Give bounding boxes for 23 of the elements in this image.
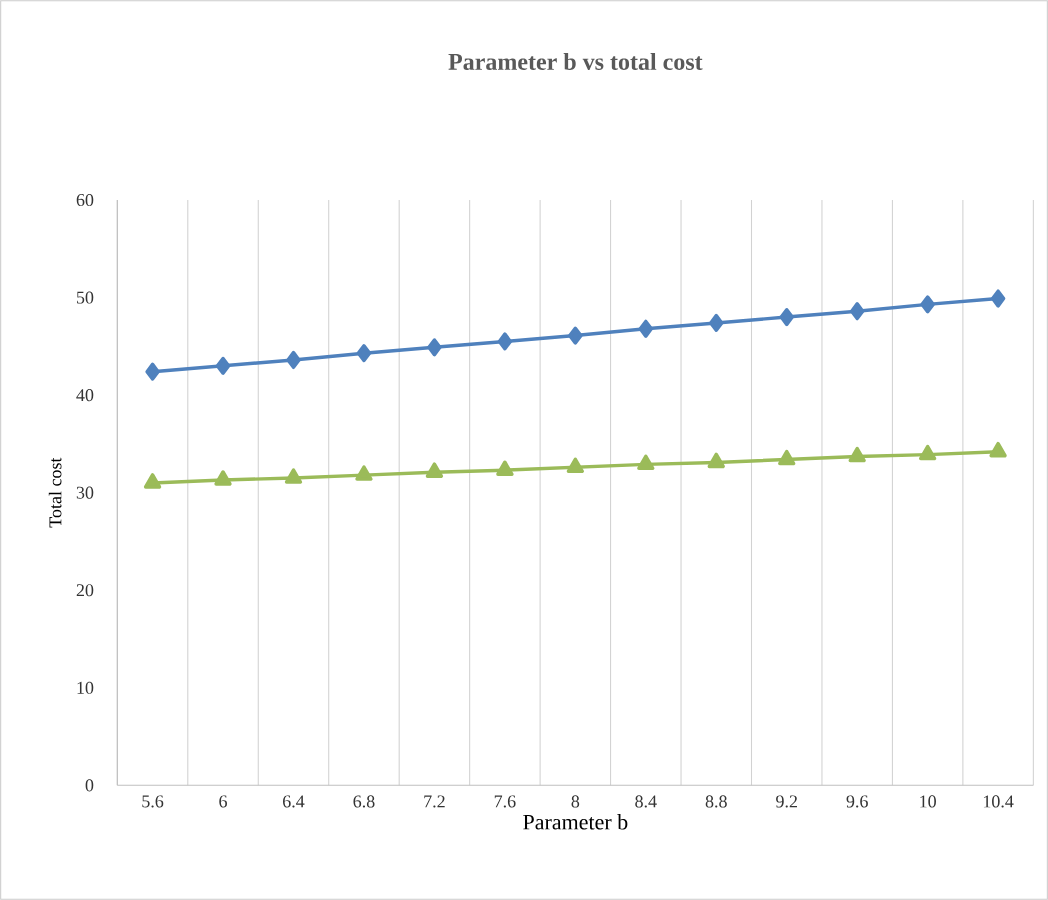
x-axis-title: Parameter b bbox=[523, 814, 628, 830]
x-tick-label: 7.2 bbox=[424, 795, 445, 808]
y-tick-label: 40 bbox=[76, 389, 94, 402]
x-tick-label: 8.8 bbox=[705, 795, 727, 808]
y-tick-label: 30 bbox=[76, 486, 94, 499]
y-tick-label: 50 bbox=[77, 291, 94, 304]
y-tick-label: 10 bbox=[77, 681, 94, 694]
x-tick-label: 9.6 bbox=[846, 795, 868, 808]
x-tick-label: 6.8 bbox=[353, 795, 375, 808]
y-tick-label: 20 bbox=[76, 584, 94, 597]
x-tick-label: 9.2 bbox=[776, 795, 797, 808]
x-tick-label: 7.6 bbox=[494, 795, 516, 808]
x-tick-label: 10 bbox=[920, 795, 936, 808]
x-tick-label: 6 bbox=[219, 795, 227, 808]
x-tick-label: 8.4 bbox=[635, 795, 657, 808]
y-tick-label: 60 bbox=[76, 193, 94, 207]
y-axis-title: Total cost bbox=[48, 457, 62, 528]
chart-title: Parameter b vs total cost bbox=[448, 53, 703, 70]
x-tick-label: 10.4 bbox=[983, 795, 1014, 808]
x-tick-label: 6.4 bbox=[283, 795, 305, 808]
x-tick-label: 5.6 bbox=[142, 795, 164, 808]
y-tick-label: 0 bbox=[85, 779, 94, 792]
x-tick-label: 8 bbox=[571, 795, 580, 808]
